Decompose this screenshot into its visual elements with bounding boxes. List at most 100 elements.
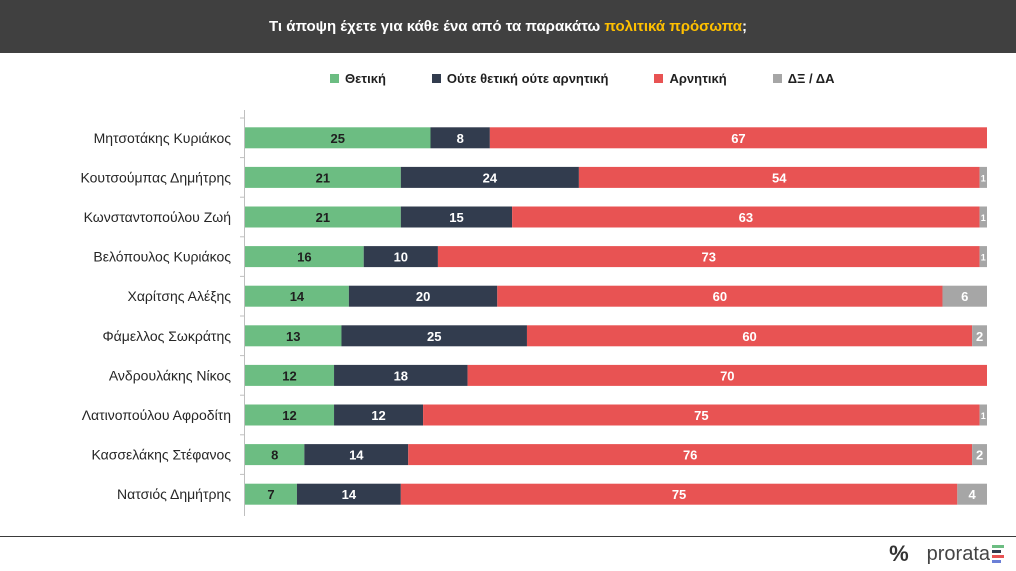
category-label: Χαρίτσης Αλέξης [127,288,231,304]
bar-segment [245,285,349,307]
legend-item-neutral: Ούτε θετική ούτε αρνητική [431,70,609,86]
data-label: 10 [394,250,408,265]
data-label: 6 [961,289,968,304]
bar-segment [972,444,987,466]
bar-segment [363,246,438,268]
data-label: 8 [271,448,278,463]
data-label: 1 [981,411,986,421]
bar-segment [497,285,943,307]
data-label: 2 [976,329,983,344]
bar-segment [979,166,987,188]
data-label: 21 [316,210,330,225]
bar-segment [578,166,980,188]
bar-segment [400,206,513,228]
data-label: 76 [683,448,697,463]
legend-swatch-positive [330,73,339,83]
data-label: 14 [290,289,305,304]
footer-divider [0,536,1016,537]
bar-segment [296,483,401,505]
data-label: 75 [672,487,686,502]
legend-item-negative: Αρνητική [654,70,727,86]
bar-segment [304,444,409,466]
brand-logo: % prorata [889,541,1004,567]
bar-segment [245,325,342,347]
legend-label-neutral: Ούτε θετική ούτε αρνητική [446,70,609,86]
chart-title: Τι άποψη έχετε για κάθε ένα από τα παρακ… [0,0,1016,53]
bar-segment [400,483,958,505]
legend-swatch-negative [654,73,664,83]
legend-swatch-dk [772,73,782,83]
brand-name: prorata [926,542,990,565]
data-label: 13 [286,329,300,344]
legend-label-positive: Θετική [345,70,386,86]
bar-segment [245,444,305,466]
data-label: 1 [981,173,986,183]
title-suffix: ; [741,18,747,35]
data-label: 21 [316,170,330,185]
data-label: 73 [702,250,716,265]
bar-segment [408,444,973,466]
legend-label-dk: ΔΞ / ΔΑ [787,70,835,86]
title-highlight: πολιτικά πρόσωπα [604,18,742,35]
category-label: Λατινοπούλου Αφροδίτη [82,407,231,423]
bar-segment [245,127,431,149]
data-label: 18 [394,368,408,383]
data-label: 60 [713,289,727,304]
bar-segment [423,404,980,426]
data-label: 67 [731,131,745,146]
legend-item-positive: Θετική [330,71,386,86]
bar-segment [979,246,987,268]
data-label: 12 [282,408,296,423]
bar-segment [348,285,498,307]
data-label: 1 [981,213,986,223]
bar-segment [957,483,987,505]
bar-segment [979,404,987,426]
data-label: 70 [720,368,734,383]
bar-segment [972,325,987,347]
legend-label-negative: Αρνητική [669,70,727,86]
data-label: 12 [282,368,296,383]
data-label: 75 [694,408,708,423]
title-prefix: Τι άποψη έχετε για κάθε ένα από τα παρακ… [269,18,601,35]
category-label: Κουτσούμπας Δημήτρης [80,169,231,185]
bar-segment [245,166,401,188]
data-label: 20 [416,289,430,304]
brand-bars-icon [992,544,1004,564]
bar-segment [467,364,988,386]
data-label: 54 [772,170,787,185]
bar-segment [334,364,468,386]
data-label: 25 [331,131,345,146]
bar-segment [245,483,297,505]
data-label: 7 [267,487,274,502]
category-label: Βελόπουλος Κυριάκος [93,249,231,265]
data-label: 2 [976,448,983,463]
category-label: Κωνσταντοπούλου Ζωή [84,209,231,225]
bar-segment [334,404,424,426]
category-label: Κασσελάκης Στέφανος [91,447,231,463]
bar-segment [526,325,973,347]
legend-swatch-neutral [431,73,441,83]
bar-segment [979,206,987,228]
data-label: 63 [739,210,753,225]
data-label: 4 [969,487,977,502]
category-label: Φάμελλος Σωκράτης [103,328,232,344]
category-label: Ανδρουλάκης Νίκος [109,367,231,383]
data-label: 1 [981,253,986,263]
data-label: 15 [449,210,463,225]
data-label: 12 [371,408,385,423]
legend-item-dk: ΔΞ / ΔΑ [772,70,835,86]
bar-segment [245,206,401,228]
bar-segment [245,364,335,386]
data-label: 14 [349,448,364,463]
percent-icon: % [889,541,909,566]
data-label: 60 [742,329,756,344]
bar-segment [942,285,987,307]
legend: Θετική Ούτε θετική ούτε αρνητική Αρνητικ… [330,68,880,88]
data-label: 14 [342,487,357,502]
bar-segment [400,166,579,188]
bar-segment [437,246,980,268]
bar-segment [512,206,980,228]
bar-segment [245,246,364,268]
category-label: Νατσιός Δημήτρης [117,486,231,502]
